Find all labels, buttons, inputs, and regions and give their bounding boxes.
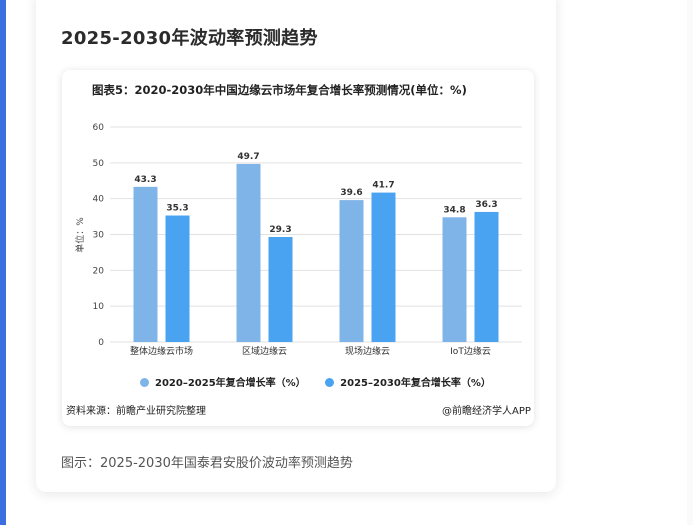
data-label: 49.7 (237, 152, 259, 162)
bar-2-1 (165, 215, 190, 342)
left-accent-bar (0, 0, 6, 525)
data-label: 39.6 (340, 188, 362, 198)
bar-1-4 (442, 217, 467, 342)
y-tick-label: 40 (93, 195, 105, 205)
scrollbar[interactable] (687, 0, 693, 525)
x-tick-label: 整体边缘云市场 (130, 345, 193, 357)
figure-caption: 图示：2025-2030年国泰君安股价波动率预测趋势 (61, 456, 353, 471)
legend-label-series2: 2025–2030年复合增长率（%） (340, 378, 491, 389)
data-label: 36.3 (475, 200, 497, 210)
bar-2-2 (268, 237, 293, 342)
y-tick-label: 30 (93, 231, 105, 241)
bar-1-3 (339, 200, 364, 342)
bar-1-1 (133, 186, 158, 342)
data-label: 43.3 (134, 175, 156, 185)
bar-1-2 (236, 163, 261, 342)
y-tick-label: 50 (93, 159, 105, 169)
x-tick-label: 区域边缘云 (242, 345, 287, 357)
data-label: 41.7 (372, 181, 394, 191)
x-tick-label: 现场边缘云 (345, 345, 390, 357)
bar-chart: 0 10 20 30 40 50 60 43.3 35.3 整体边缘云市场 49.7 29.3 区域边缘… (74, 123, 522, 357)
bar-2-4 (474, 211, 499, 342)
y-tick-label: 0 (98, 338, 104, 348)
y-tick-label: 20 (93, 266, 105, 276)
data-label: 35.3 (166, 204, 188, 214)
y-tick-label: 60 (93, 123, 105, 133)
x-tick-label: IoT边缘云 (450, 345, 491, 357)
legend-swatch-series2 (325, 378, 335, 387)
y-axis-label: 单位：% (74, 217, 86, 253)
legend-swatch-series1 (140, 378, 149, 387)
legend-item-series2: 2025–2030年复合增长率（%） (325, 374, 491, 389)
legend-item-series1: 2020–2025年复合增长率（%） (140, 374, 306, 389)
chart-title: 图表5：2020-2030年中国边缘云市场年复合增长率预测情况(单位：%) (92, 83, 467, 97)
data-label: 29.3 (269, 225, 291, 235)
data-label: 34.8 (443, 205, 465, 215)
section-title: 2025-2030年波动率预测趋势 (61, 28, 318, 49)
chart-credit: @前瞻经济学人APP (442, 406, 531, 417)
legend-label-series1: 2020–2025年复合增长率（%） (155, 378, 306, 389)
y-tick-label: 10 (93, 302, 105, 312)
chart-source: 资料来源：前瞻产业研究院整理 (66, 406, 206, 417)
bar-2-3 (371, 192, 396, 342)
chart-legend: 2020–2025年复合增长率（%） 2025–2030年复合增长率（%） (140, 374, 507, 389)
